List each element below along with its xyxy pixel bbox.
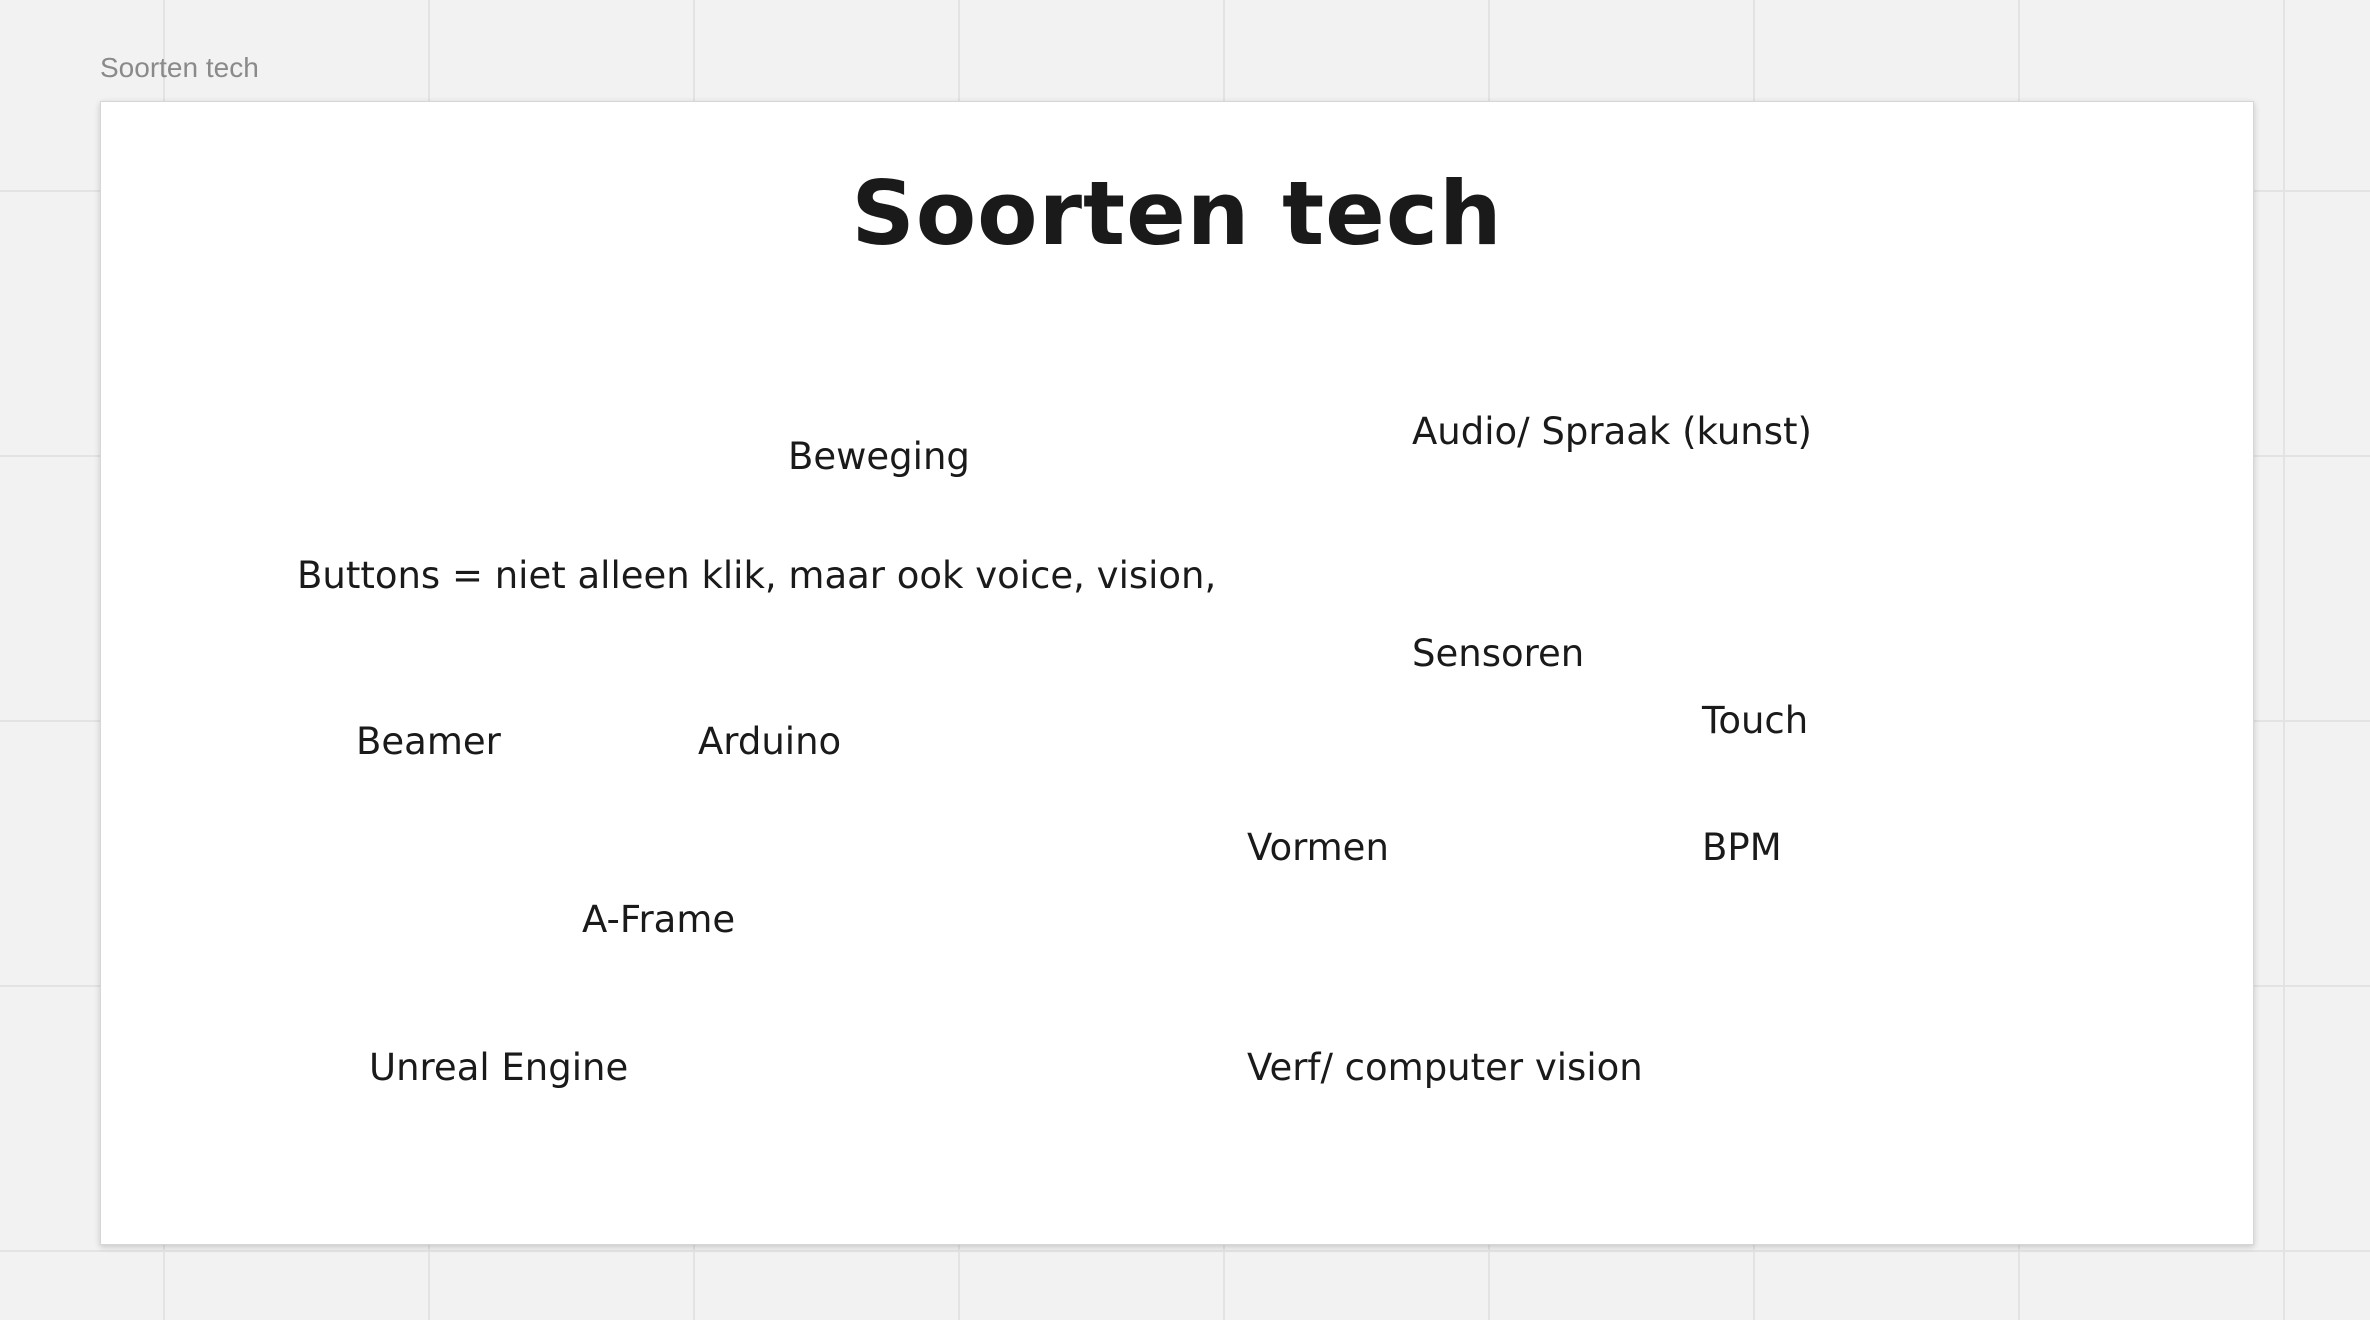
text-beamer[interactable]: Beamer (356, 720, 501, 763)
text-bpm[interactable]: BPM (1702, 826, 1782, 869)
frame-title[interactable]: Soorten tech (851, 162, 1503, 265)
text-unreal-engine[interactable]: Unreal Engine (369, 1046, 629, 1089)
text-touch[interactable]: Touch (1702, 699, 1809, 742)
text-beweging[interactable]: Beweging (788, 435, 970, 478)
text-sensoren[interactable]: Sensoren (1412, 632, 1585, 675)
frame-soorten-tech[interactable]: Soorten tech Beweging Audio/ Spraak (kun… (100, 101, 2254, 1245)
text-verf-computer-vision[interactable]: Verf/ computer vision (1247, 1046, 1643, 1089)
text-arduino[interactable]: Arduino (698, 720, 842, 763)
text-buttons[interactable]: Buttons = niet alleen klik, maar ook voi… (297, 554, 1217, 597)
text-audio-spraak[interactable]: Audio/ Spraak (kunst) (1412, 410, 1812, 453)
text-vormen[interactable]: Vormen (1247, 826, 1389, 869)
text-a-frame[interactable]: A-Frame (582, 898, 736, 941)
frame-label[interactable]: Soorten tech (100, 52, 259, 83)
